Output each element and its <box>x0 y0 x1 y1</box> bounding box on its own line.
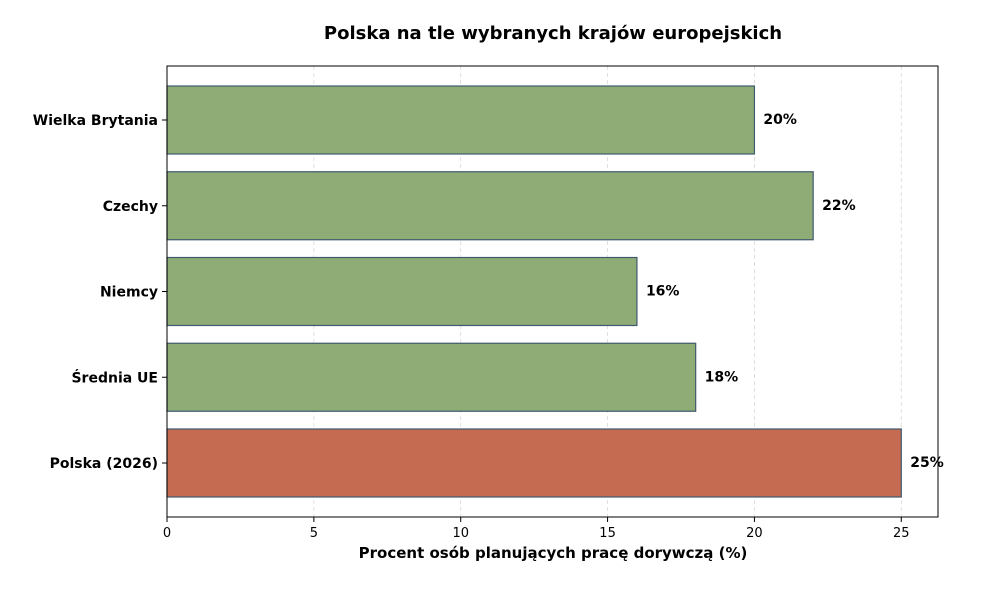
x-axis-label: Procent osób planujących pracę dorywczą … <box>359 544 748 562</box>
x-tick-label: 15 <box>599 526 616 541</box>
bar <box>166 85 756 155</box>
x-tick-label: 25 <box>893 526 910 541</box>
x-tick-label: 5 <box>310 526 318 541</box>
bar-value-label: 20% <box>763 112 797 128</box>
chart-title: Polska na tle wybranych krajów europejsk… <box>324 23 782 44</box>
x-tick-label: 10 <box>452 526 469 541</box>
bars <box>166 85 902 498</box>
bar <box>166 428 902 498</box>
category-label: Wielka Brytania <box>33 113 158 129</box>
bar-value-label: 25% <box>910 455 944 471</box>
category-label: Średnia UE <box>71 368 158 386</box>
y-axis-categories: Wielka Brytania Czechy Niemcy Średnia UE Pol… <box>33 113 167 472</box>
bar <box>166 342 697 412</box>
category-label: Polska (2026) <box>50 456 158 472</box>
bar <box>166 171 814 241</box>
category-label: Czechy <box>103 199 158 215</box>
category-label: Niemcy <box>100 285 158 301</box>
bar-value-label: 22% <box>822 198 856 214</box>
x-axis-ticks: 0 5 10 15 20 25 <box>163 517 910 541</box>
bar <box>166 256 638 327</box>
bar-value-label: 18% <box>705 369 739 385</box>
x-tick-label: 0 <box>163 526 171 541</box>
bar-value-label: 16% <box>646 284 680 300</box>
x-tick-label: 20 <box>746 526 763 541</box>
value-labels: 20% 22% 16% 18% 25% <box>646 112 944 471</box>
